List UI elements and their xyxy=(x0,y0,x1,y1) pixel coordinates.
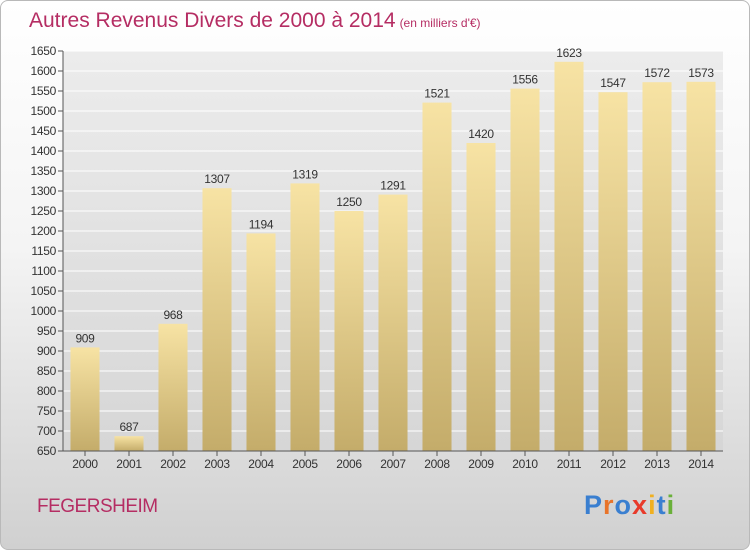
bar-2001 xyxy=(114,436,144,451)
data-label: 1319 xyxy=(292,167,318,181)
x-tick-label: 2004 xyxy=(248,457,274,471)
y-tick-label: 1200 xyxy=(31,224,57,238)
bar-2003 xyxy=(202,188,232,451)
logo-letter: P xyxy=(584,490,604,520)
data-label: 1556 xyxy=(512,73,538,87)
data-label: 1420 xyxy=(468,127,494,141)
bar-2010 xyxy=(510,88,540,451)
y-tick-label: 1650 xyxy=(31,44,57,58)
data-label: 687 xyxy=(119,420,139,434)
y-axis: 650 700 750 800 850 900 950 1000 1050 1100 1150 120… xyxy=(31,44,64,458)
y-tick-label: 1500 xyxy=(31,104,57,118)
x-tick-label: 2014 xyxy=(688,457,714,471)
bar-2008 xyxy=(422,102,452,451)
x-tick-label: 2006 xyxy=(336,457,362,471)
chart-subtitle: (en milliers d'€) xyxy=(399,16,481,30)
logo-letter: o xyxy=(614,490,633,520)
data-label: 1307 xyxy=(204,172,230,186)
x-tick-label: 2005 xyxy=(292,457,318,471)
bar-2007 xyxy=(378,194,408,451)
y-tick-label: 650 xyxy=(37,444,57,458)
x-tick-label: 2001 xyxy=(116,457,142,471)
y-tick-label: 1300 xyxy=(31,184,57,198)
y-tick-label: 1150 xyxy=(31,244,56,258)
x-tick-label: 2003 xyxy=(204,457,230,471)
logo-letter: r xyxy=(603,490,615,520)
x-axis: 2000 2001 2002 2003 2004 2005 2006 2007 2008 2009… xyxy=(63,450,723,471)
x-tick-label: 2010 xyxy=(512,457,538,471)
x-tick-label: 2012 xyxy=(600,457,626,471)
data-label: 1194 xyxy=(249,217,274,231)
y-tick-label: 1350 xyxy=(31,164,57,178)
y-tick-label: 850 xyxy=(37,364,57,378)
data-label: 1250 xyxy=(336,195,362,209)
bars xyxy=(70,61,716,452)
data-label: 1573 xyxy=(688,66,714,80)
chart-title-text: Autres Revenus Divers de 2000 à 2014 xyxy=(29,9,396,32)
chart-title: Autres Revenus Divers de 2000 à 2014 (en … xyxy=(29,9,481,33)
bar-2014 xyxy=(686,81,716,452)
y-tick-label: 700 xyxy=(37,424,57,438)
y-tick-label: 1400 xyxy=(31,144,57,158)
bar-2005 xyxy=(290,183,320,451)
logo-letter: t xyxy=(656,490,667,520)
bar-2013 xyxy=(642,82,672,451)
y-tick-label: 750 xyxy=(37,404,57,418)
x-tick-label: 2009 xyxy=(468,457,494,471)
bar-2002 xyxy=(158,323,188,451)
logo-letter: i xyxy=(648,490,657,520)
data-labels: 909 687 968 1307 1194 1319 1250 1291 1521 1420 155… xyxy=(75,46,714,434)
data-label: 1572 xyxy=(644,66,670,80)
x-tick-label: 2002 xyxy=(160,457,186,471)
data-label: 1623 xyxy=(556,46,582,60)
y-tick-label: 1100 xyxy=(31,264,56,278)
x-tick-label: 2007 xyxy=(380,457,406,471)
bar-2006 xyxy=(334,211,364,451)
y-tick-label: 900 xyxy=(37,344,57,358)
y-tick-label: 1250 xyxy=(31,204,57,218)
y-tick-label: 950 xyxy=(37,324,57,338)
data-label: 1291 xyxy=(380,179,406,193)
x-tick-label: 2008 xyxy=(424,457,450,471)
y-tick-label: 1450 xyxy=(31,124,57,138)
logo-letter: i xyxy=(666,490,676,520)
bar-2004 xyxy=(246,233,276,451)
x-tick-label: 2011 xyxy=(557,457,582,471)
data-label: 968 xyxy=(163,308,183,322)
bar-2000 xyxy=(70,347,100,451)
y-tick-label: 1550 xyxy=(31,84,57,98)
data-label: 909 xyxy=(75,331,95,345)
proxiti-logo[interactable]: Proxiti xyxy=(584,490,675,521)
y-tick-label: 1000 xyxy=(31,304,57,318)
x-tick-label: 2013 xyxy=(644,457,670,471)
x-tick-label: 2000 xyxy=(72,457,98,471)
town-name: FEGERSHEIM xyxy=(37,496,158,517)
y-tick-label: 800 xyxy=(37,384,57,398)
data-label: 1521 xyxy=(424,87,450,101)
logo-letter: x xyxy=(632,490,649,520)
y-tick-label: 1050 xyxy=(31,284,57,298)
y-tick-label: 1600 xyxy=(31,64,57,78)
data-label: 1547 xyxy=(600,76,626,90)
bar-2011 xyxy=(554,61,584,452)
bar-2012 xyxy=(598,92,628,451)
bar-2009 xyxy=(466,143,496,451)
